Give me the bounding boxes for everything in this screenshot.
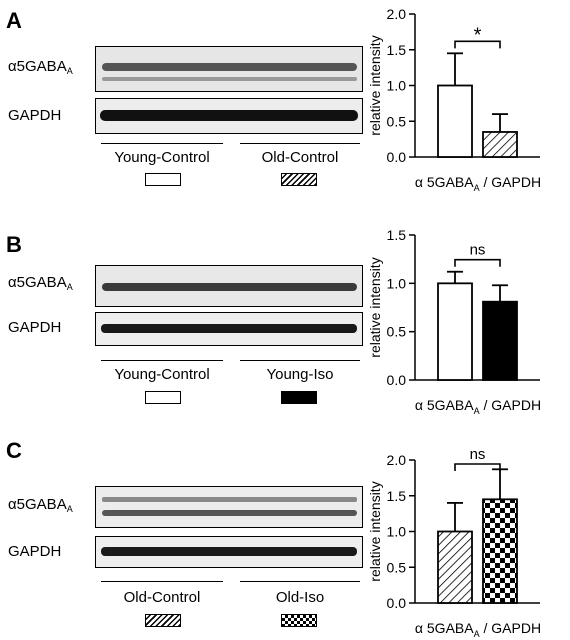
y-tick-label: 0.5 <box>387 113 407 129</box>
significance-label: * <box>474 24 482 46</box>
y-tick-label: 1.0 <box>387 524 407 540</box>
target-blot <box>95 265 363 307</box>
group-line-1 <box>101 581 223 582</box>
group-line-2 <box>240 360 360 361</box>
legend-swatch-2 <box>281 614 317 627</box>
y-axis-label: relative intensity <box>367 257 383 357</box>
y-tick-label: 1.5 <box>387 42 407 58</box>
loading-row-label: GAPDH <box>8 543 62 560</box>
group-line-1 <box>101 360 223 361</box>
group-line-1 <box>101 143 223 144</box>
group-line-2 <box>240 581 360 582</box>
bar <box>482 131 518 158</box>
legend-swatch-2 <box>281 391 317 404</box>
group-label-1: Young-Control <box>114 366 210 383</box>
y-axis-label: relative intensity <box>367 35 383 135</box>
loading-blot-bands <box>96 537 362 567</box>
legend-swatch-1 <box>145 391 181 404</box>
significance-label: ns <box>470 446 486 463</box>
bar <box>437 84 473 158</box>
group-label-2: Old-Control <box>261 149 339 166</box>
bar <box>437 282 473 381</box>
group-line-2 <box>240 143 360 144</box>
loading-blot <box>95 98 363 134</box>
target-blot-bands <box>96 266 362 306</box>
target-blot <box>95 486 363 528</box>
legend-swatch-1 <box>145 614 181 627</box>
significance-bracket <box>454 463 501 471</box>
bar <box>482 300 518 381</box>
target-blot-bands <box>96 47 362 91</box>
loading-blot-bands <box>96 99 362 133</box>
loading-blot <box>95 536 363 568</box>
panel-a: A α5GABAA GAPDH Young-Control Old-Contro… <box>0 0 570 212</box>
target-row-label: α5GABAA <box>8 274 73 292</box>
x-axis-label: α 5GABAA / GAPDH <box>415 397 541 416</box>
panel-letter: C <box>6 438 22 463</box>
target-row-label: α5GABAA <box>8 496 73 514</box>
y-tick-label: 0.5 <box>387 324 407 340</box>
panel-b: B α5GABAA GAPDH Young-Control Young-Iso … <box>0 222 570 434</box>
group-label-1: Young-Control <box>114 149 210 166</box>
group-label-2: Old-Iso <box>275 589 325 606</box>
y-tick-label: 2.0 <box>387 452 407 468</box>
significance-label: ns <box>470 242 486 259</box>
y-tick-label: 0.5 <box>387 559 407 575</box>
group-label-2: Young-Iso <box>266 366 334 383</box>
x-axis-label: α 5GABAA / GAPDH <box>415 620 541 639</box>
y-tick-label: 1.5 <box>387 488 407 504</box>
x-axis-label: α 5GABAA / GAPDH <box>415 174 541 193</box>
target-row-label: α5GABAA <box>8 58 73 76</box>
target-blot-bands <box>96 487 362 527</box>
loading-row-label: GAPDH <box>8 107 62 124</box>
bar <box>482 498 518 604</box>
loading-row-label: GAPDH <box>8 319 62 336</box>
legend-swatch-1 <box>145 173 181 186</box>
panel-letter: B <box>6 232 22 257</box>
bar <box>437 530 473 604</box>
panel-letter: A <box>6 8 22 33</box>
loading-blot-bands <box>96 313 362 345</box>
y-tick-label: 0.0 <box>387 149 407 165</box>
y-tick-label: 0.0 <box>387 595 407 611</box>
group-label-1: Old-Control <box>123 589 201 606</box>
y-axis-label: relative intensity <box>367 481 383 581</box>
panel-c: C α5GABAA GAPDH Old-Control Old-Iso 0.0 0… <box>0 428 570 640</box>
target-blot <box>95 46 363 92</box>
significance-bracket <box>454 258 501 267</box>
y-tick-label: 0.0 <box>387 372 407 388</box>
y-tick-label: 1.5 <box>387 227 407 243</box>
loading-blot <box>95 312 363 346</box>
y-tick-label: 1.0 <box>387 78 407 94</box>
significance-bracket <box>454 40 501 49</box>
y-tick-label: 1.0 <box>387 275 407 291</box>
legend-swatch-2 <box>281 173 317 186</box>
y-tick-label: 2.0 <box>387 6 407 22</box>
